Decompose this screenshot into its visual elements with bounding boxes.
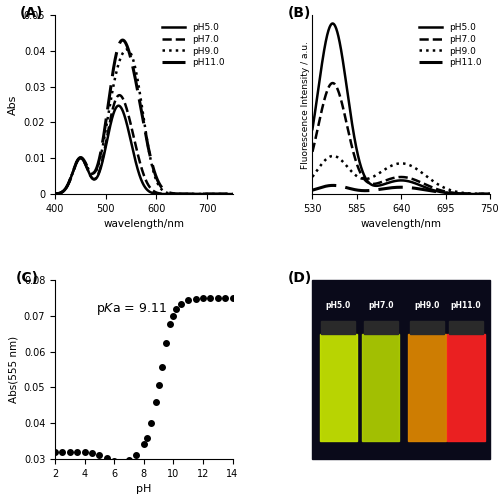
Bar — [448, 334, 484, 441]
X-axis label: pH: pH — [136, 485, 152, 495]
Bar — [364, 321, 398, 334]
Text: pH5.0: pH5.0 — [326, 301, 351, 310]
X-axis label: wavelength/nm: wavelength/nm — [104, 220, 184, 230]
Bar — [408, 334, 446, 441]
Bar — [449, 321, 483, 334]
Text: (B): (B) — [288, 6, 311, 20]
X-axis label: wavelength/nm: wavelength/nm — [360, 220, 442, 230]
Bar — [320, 334, 357, 441]
Bar — [410, 321, 444, 334]
Text: pH9.0: pH9.0 — [414, 301, 440, 310]
Legend: pH5.0, pH7.0, pH9.0, pH11.0: pH5.0, pH7.0, pH9.0, pH11.0 — [158, 19, 228, 71]
Text: p$\mathit{K}$a = 9.11: p$\mathit{K}$a = 9.11 — [96, 301, 168, 317]
Y-axis label: Abs: Abs — [8, 94, 18, 115]
Text: pH11.0: pH11.0 — [450, 301, 482, 310]
Y-axis label: Fluorescence Intensity / a.u.: Fluorescence Intensity / a.u. — [300, 40, 310, 169]
Y-axis label: Abs(555 nm): Abs(555 nm) — [8, 336, 18, 403]
Text: pH7.0: pH7.0 — [368, 301, 394, 310]
Bar — [322, 321, 355, 334]
Text: (C): (C) — [16, 271, 39, 285]
Legend: pH5.0, pH7.0, pH9.0, pH11.0: pH5.0, pH7.0, pH9.0, pH11.0 — [416, 19, 486, 71]
Bar — [362, 334, 400, 441]
Text: (D): (D) — [288, 271, 312, 285]
Text: (A): (A) — [20, 6, 43, 20]
